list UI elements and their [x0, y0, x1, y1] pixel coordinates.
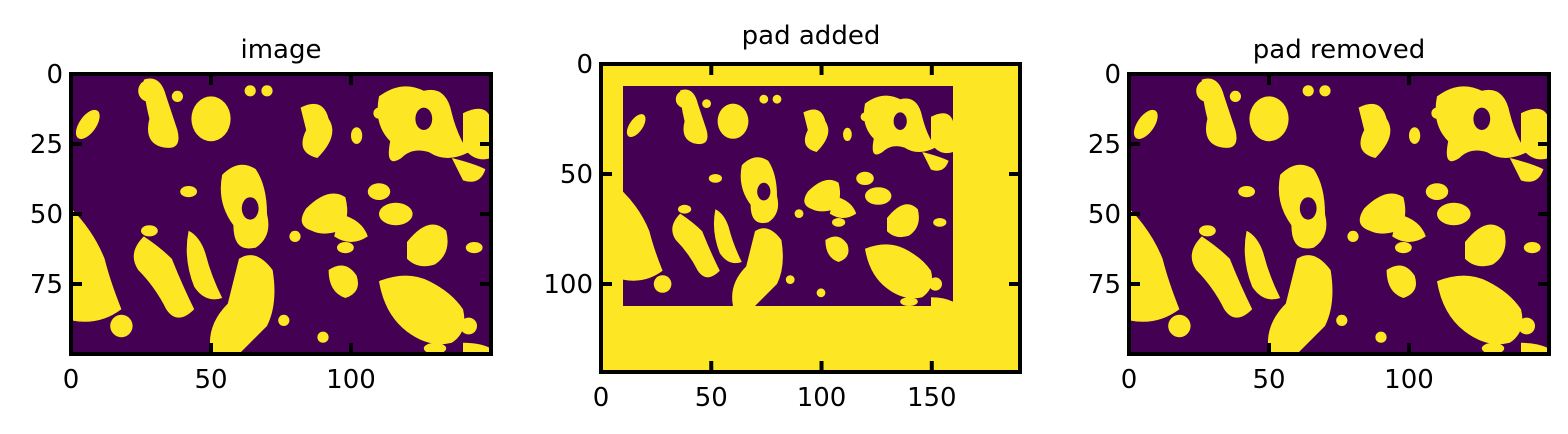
x-tick-label: 50	[695, 383, 728, 413]
panel-pad-removed: pad removed 0 50 100 0 25 50 75	[1088, 35, 1551, 395]
x-tick-label: 0	[63, 365, 80, 395]
panel-image: image 0 50 100 0 25 50 75	[30, 35, 493, 395]
plot-frame	[599, 62, 1022, 374]
x-tick-label: 50	[194, 365, 227, 395]
heatmap-image	[71, 74, 491, 354]
y-tick-label: 25	[1088, 130, 1121, 160]
y-tick-label: 75	[1088, 270, 1121, 300]
y-tick-label: 75	[30, 270, 63, 300]
x-tick-label: 50	[1252, 365, 1285, 395]
tick-group: 0 50 100 0 25 50 75	[30, 60, 491, 395]
panel-pad-added: pad added 0 50 100 150 0 50 100	[543, 21, 1022, 413]
heatmap-inner-image	[623, 86, 953, 306]
tick-group: 0 50 100 150 0 50 100	[543, 50, 1020, 413]
y-tick-label: 50	[1088, 200, 1121, 230]
chart-title: pad removed	[1253, 35, 1425, 65]
y-tick-label: 25	[30, 130, 63, 160]
chart-title: pad added	[742, 21, 881, 51]
y-tick-label: 50	[30, 200, 63, 230]
x-tick-label: 100	[326, 365, 376, 395]
y-tick-label: 0	[576, 50, 593, 80]
y-tick-label: 0	[46, 60, 63, 90]
x-tick-label: 0	[593, 383, 610, 413]
chart-title: image	[241, 35, 322, 65]
x-tick-label: 0	[1121, 365, 1138, 395]
y-tick-label: 50	[560, 160, 593, 190]
x-tick-label: 150	[907, 383, 957, 413]
y-tick-label: 100	[543, 270, 593, 300]
x-tick-label: 100	[1384, 365, 1434, 395]
y-tick-label: 0	[1104, 60, 1121, 90]
x-tick-label: 100	[797, 383, 847, 413]
tick-group: 0 50 100 0 25 50 75	[1088, 60, 1549, 395]
heatmap-image	[1129, 74, 1549, 354]
